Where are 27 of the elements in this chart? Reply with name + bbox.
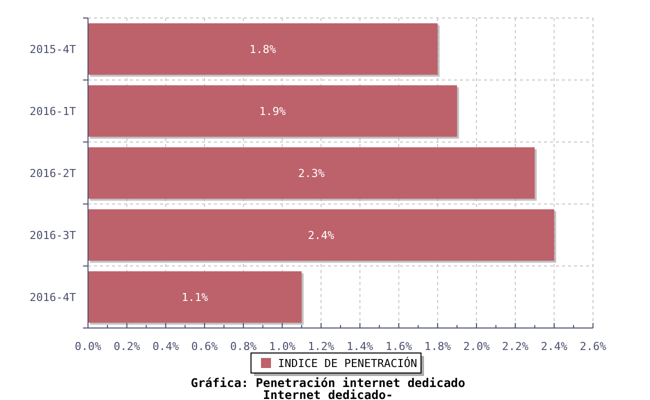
x-tick-label: 2.2% xyxy=(502,340,529,353)
x-tick-label: 1.8% xyxy=(424,340,452,353)
x-tick-label: 1.0% xyxy=(268,340,296,353)
y-tick-label: 2016-4T xyxy=(30,291,76,304)
y-tick-label: 2016-3T xyxy=(30,229,76,242)
x-tick-label: 0.6% xyxy=(191,340,218,353)
x-tick-label: 2.6% xyxy=(580,340,607,353)
text: Internet dedicado- xyxy=(262,388,394,400)
data-label: 1.9% xyxy=(259,105,286,118)
y-tick-label: 2015-4T xyxy=(30,43,76,56)
data-label: 2.3% xyxy=(298,167,325,180)
x-tick-label: 0.8% xyxy=(230,340,257,353)
x-tick-label: 1.2% xyxy=(308,340,335,353)
y-tick-label: 2016-2T xyxy=(30,167,76,180)
x-tick-label: 2.4% xyxy=(540,340,568,353)
data-label: 1.8% xyxy=(250,43,276,56)
x-tick-label: 1.6% xyxy=(386,340,412,353)
data-label: 1.1% xyxy=(182,291,208,304)
x-tick-label: 0.4% xyxy=(152,340,180,353)
x-tick-label: 1.4% xyxy=(346,340,374,353)
y-tick-label: 2016-1T xyxy=(30,105,76,118)
x-tick-label: 2.0% xyxy=(463,340,490,353)
x-tick-label: 0.0% xyxy=(74,340,102,353)
x-tick-label: 0.2% xyxy=(114,340,140,353)
text: Gráfica: Penetración internet dedicado xyxy=(190,376,466,390)
data-label: 2.4% xyxy=(308,229,335,242)
legend-label: INDICE DE PENETRACIÓN xyxy=(278,356,418,370)
